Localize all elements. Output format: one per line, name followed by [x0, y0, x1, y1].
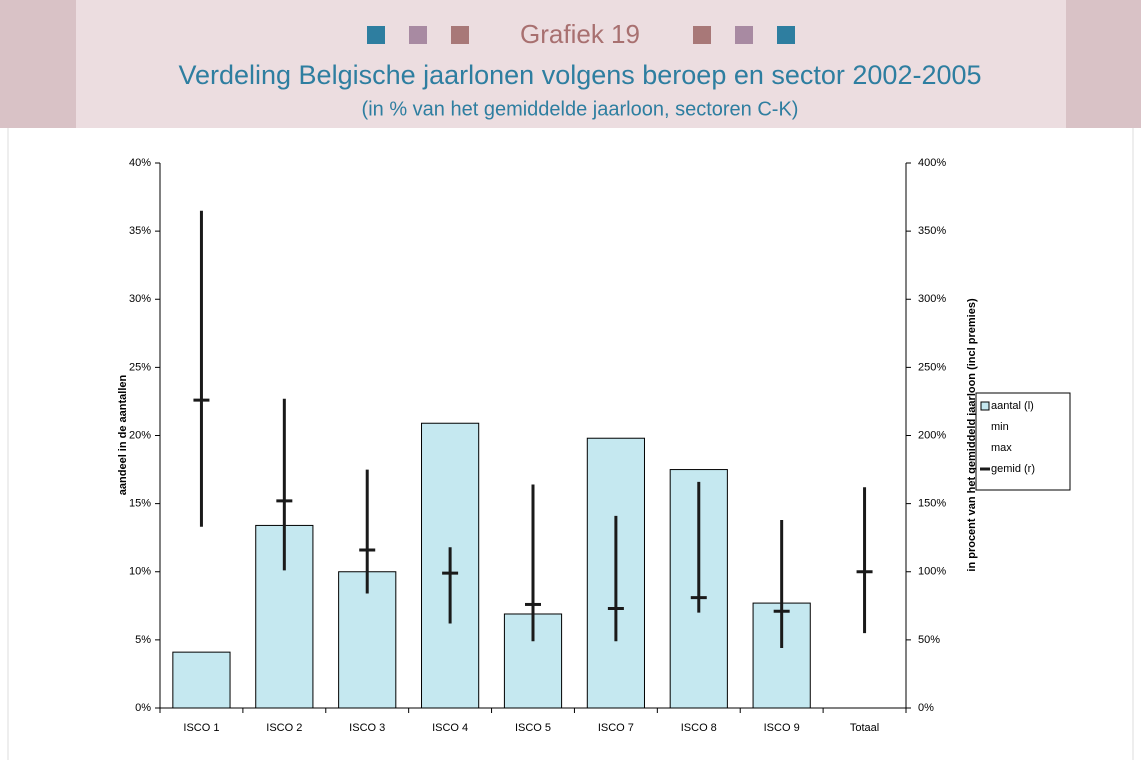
- y-tick-label: 15%: [129, 498, 151, 510]
- y2-tick-label: 250%: [918, 361, 946, 373]
- legend-label: max: [991, 442, 1012, 454]
- x-tick-label: ISCO 3: [349, 722, 385, 734]
- y2-tick-label: 400%: [918, 157, 946, 169]
- legend-swatch: [980, 401, 990, 411]
- x-tick-label: ISCO 8: [681, 722, 717, 734]
- y-tick-label: 5%: [135, 634, 151, 646]
- x-tick-label: ISCO 1: [183, 722, 219, 734]
- y2-tick-label: 150%: [918, 498, 946, 510]
- y-axis-title: aandeel in de aantallen: [117, 375, 129, 496]
- y2-tick-label: 0%: [918, 702, 934, 714]
- y-tick-label: 25%: [129, 361, 151, 373]
- deco-square: [777, 26, 795, 44]
- deco-square: [693, 26, 711, 44]
- x-tick-label: ISCO 2: [266, 722, 302, 734]
- chart-label: Grafiek 19: [520, 19, 640, 49]
- legend-label: gemid (r): [991, 463, 1035, 475]
- legend-label: aantal (l): [991, 400, 1034, 412]
- y2-tick-label: 200%: [918, 429, 946, 441]
- chart-subtitle: (in % van het gemiddelde jaarloon, secto…: [362, 98, 799, 120]
- y-tick-label: 30%: [129, 293, 151, 305]
- legend-box: [975, 392, 1071, 491]
- bar: [338, 571, 397, 709]
- y2-axis-title: in procent van het gemiddeld jaarloon (i…: [966, 298, 978, 572]
- y-tick-label: 20%: [129, 429, 151, 441]
- x-tick-label: ISCO 9: [764, 722, 800, 734]
- chart-title: Verdeling Belgische jaarlonen volgens be…: [178, 60, 981, 90]
- deco-square: [409, 26, 427, 44]
- y-tick-label: 35%: [129, 225, 151, 237]
- deco-square: [451, 26, 469, 44]
- legend-label: min: [991, 421, 1009, 433]
- y2-tick-label: 350%: [918, 225, 946, 237]
- header-center: [76, 0, 1066, 128]
- x-tick-label: ISCO 5: [515, 722, 551, 734]
- y-tick-label: 0%: [135, 702, 151, 714]
- bar: [172, 651, 231, 709]
- y-tick-label: 40%: [129, 157, 151, 169]
- x-tick-label: Totaal: [850, 722, 879, 734]
- x-tick-label: ISCO 4: [432, 722, 468, 734]
- y2-tick-label: 300%: [918, 293, 946, 305]
- deco-square: [735, 26, 753, 44]
- y2-tick-label: 50%: [918, 634, 940, 646]
- y-tick-label: 10%: [129, 566, 151, 578]
- y2-tick-label: 100%: [918, 566, 946, 578]
- x-tick-label: ISCO 7: [598, 722, 634, 734]
- deco-square: [367, 26, 385, 44]
